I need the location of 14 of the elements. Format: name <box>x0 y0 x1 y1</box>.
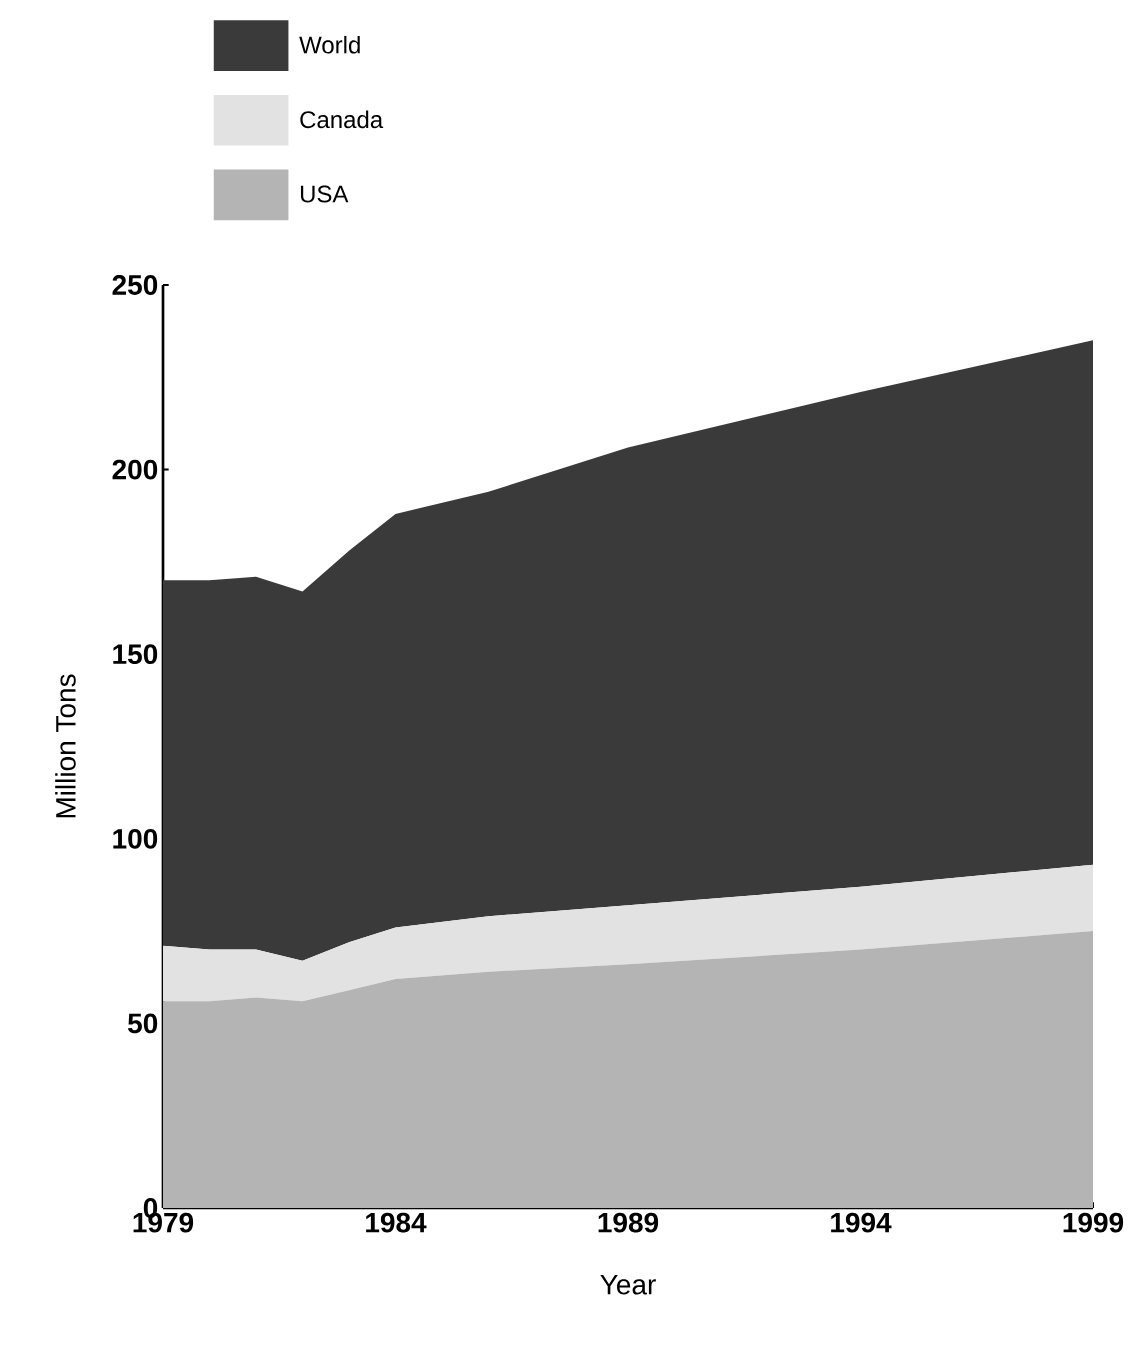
x-tick-label: 1999 <box>1063 1212 1124 1233</box>
legend-label: Canada <box>300 110 384 129</box>
y-tick-label: 50 <box>128 1013 158 1034</box>
x-tick-label: 1989 <box>598 1212 659 1233</box>
y-axis-title: Million Tons <box>55 674 76 818</box>
x-tick-label: 1994 <box>831 1212 892 1233</box>
y-tick-label: 250 <box>112 275 158 295</box>
legend-label: World <box>299 35 360 54</box>
x-tick-label: 1984 <box>366 1212 427 1233</box>
y-tick-label: 200 <box>112 459 158 480</box>
x-axis-title: Year <box>600 1275 656 1295</box>
legend-label: USA <box>300 185 349 203</box>
y-tick-label: 150 <box>113 644 158 665</box>
y-tick-label: 100 <box>113 828 158 849</box>
